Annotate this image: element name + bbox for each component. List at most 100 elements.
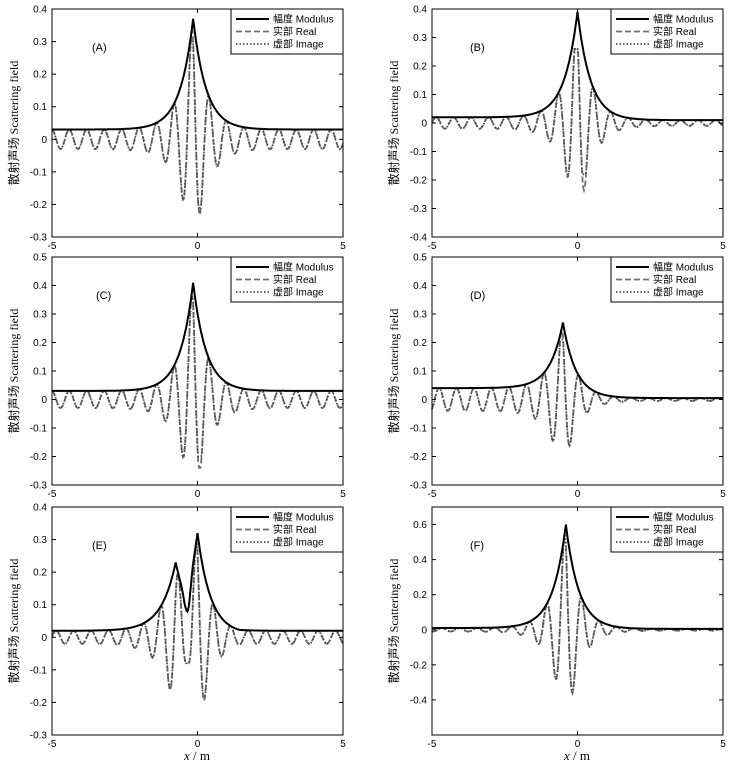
y-tick-label: -0.3	[30, 233, 48, 244]
x-axis-label: x / m	[183, 748, 210, 763]
panel-label: (B)	[470, 42, 485, 54]
y-axis-label: 散射声场 Scattering field	[6, 559, 21, 684]
legend-label-imag: 虚部 Image	[273, 286, 324, 299]
y-tick-label: -0.2	[410, 176, 428, 187]
series-imag-line	[51, 40, 344, 209]
y-axis-label: 散射声场 Scattering field	[386, 309, 401, 434]
series-modulus-line	[52, 532, 343, 632]
y-tick-label: 0.5	[33, 253, 47, 264]
legend-label-modulus: 幅度 Modulus	[273, 511, 334, 524]
legend-label-real: 实部 Real	[653, 25, 696, 38]
y-tick-label: 0.3	[413, 310, 427, 321]
y-tick-label: 0.3	[33, 535, 47, 546]
y-tick-label: 0.2	[413, 62, 427, 73]
x-tick-label: 5	[340, 739, 346, 750]
y-axis-label: 散射声场 Scattering field	[386, 559, 401, 684]
panel-c: -0.3 -0.2 -0.1 0 0.1 0.2 0.3 0.4 0.5 -5 0 5 散射声场 Sca…	[6, 253, 346, 501]
x-tick-label: 5	[720, 241, 726, 252]
legend-label-modulus: 幅度 Modulus	[273, 13, 334, 26]
y-tick-label: -0.2	[30, 452, 48, 463]
series-imag-line	[431, 48, 724, 176]
legend-label-real: 实部 Real	[273, 25, 316, 38]
y-tick-label: 0.2	[33, 70, 47, 81]
panel-d: -0.3 -0.2 -0.1 0 0.1 0.2 0.3 0.4 0.5 -5 0 5 散射声场 Sca…	[386, 253, 726, 501]
x-tick-label: -5	[428, 241, 437, 252]
y-tick-label: 0	[421, 119, 427, 130]
y-tick-label: 0	[41, 633, 47, 644]
y-tick-label: 0.4	[33, 5, 47, 16]
y-tick-label: 0.2	[33, 338, 47, 349]
y-tick-label: 0.1	[33, 102, 47, 113]
y-tick-label: -0.3	[410, 481, 428, 492]
x-tick-label: 0	[195, 241, 201, 252]
y-tick-label: 0.1	[33, 600, 47, 611]
y-tick-label: 0	[41, 135, 47, 146]
legend-box	[230, 256, 344, 303]
y-tick-label: -0.3	[30, 731, 48, 742]
x-tick-label: 5	[720, 739, 726, 750]
panel-e: -0.3 -0.2 -0.1 0 0.1 0.2 0.3 0.4 -5 0 5 散射声场 Scatte…	[6, 503, 346, 751]
panel-f: -0.4 -0.2 0 0.2 0.4 0.6 -5 0 5 散射声场 Scattering fi…	[386, 506, 726, 750]
y-tick-label: -0.2	[30, 200, 48, 211]
legend-label-imag: 虚部 Image	[653, 286, 704, 299]
y-tick-label: 0.4	[33, 281, 47, 292]
x-axis-label: x / m	[563, 748, 590, 763]
y-tick-label: -0.1	[30, 167, 48, 178]
x-tick-label: 5	[340, 489, 346, 500]
y-tick-label: -0.1	[30, 665, 48, 676]
legend-label-imag: 虚部 Image	[653, 38, 704, 51]
panel-label: (F)	[470, 540, 484, 552]
legend-label-modulus: 幅度 Modulus	[273, 261, 334, 274]
y-tick-label: -0.3	[30, 481, 48, 492]
y-tick-label: 0.1	[413, 90, 427, 101]
y-tick-label: -0.2	[30, 698, 48, 709]
panel-label: (A)	[92, 42, 107, 54]
y-axis-label: 散射声场 Scattering field	[386, 61, 401, 186]
legend-label-modulus: 幅度 Modulus	[653, 511, 714, 524]
series-modulus-line	[432, 524, 723, 630]
x-tick-label: 0	[575, 739, 581, 750]
y-tick-label: 0	[41, 395, 47, 406]
y-tick-label: -0.4	[410, 233, 428, 244]
x-tick-label: -5	[428, 739, 437, 750]
legend-label-real: 实部 Real	[273, 523, 316, 536]
series-real-line	[51, 542, 344, 704]
y-axis-label: 散射声场 Scattering field	[6, 309, 21, 434]
x-tick-label: 0	[195, 489, 201, 500]
panel-a: -0.3 -0.2 -0.1 0 0.1 0.2 0.3 0.4 -5 0 5 散射声场 Scatte…	[6, 5, 346, 253]
legend-box	[610, 506, 724, 553]
y-tick-label: 0.3	[33, 37, 47, 48]
legend-label-imag: 虚部 Image	[273, 38, 324, 51]
y-tick-label: 0.4	[413, 5, 427, 16]
y-tick-label: 0.6	[413, 520, 427, 531]
legend-label-imag: 虚部 Image	[273, 536, 324, 549]
y-tick-label: 0.4	[413, 281, 427, 292]
panel-b: -0.4 -0.3 -0.2 -0.1 0 0.1 0.2 0.3 0.4 -5 0 5 散射声场 Sc…	[386, 5, 726, 253]
x-tick-label: -5	[48, 739, 57, 750]
x-tick-label: 5	[720, 489, 726, 500]
series-modulus-line	[52, 18, 343, 131]
y-tick-label: -0.1	[30, 424, 48, 435]
series-imag-line	[431, 534, 724, 696]
x-tick-label: -5	[48, 241, 57, 252]
legend-box	[230, 506, 344, 553]
y-tick-label: 0.1	[413, 367, 427, 378]
y-tick-label: 0.2	[413, 590, 427, 601]
y-tick-label: 0.1	[33, 367, 47, 378]
y-tick-label: 0	[421, 625, 427, 636]
y-tick-label: 0	[421, 395, 427, 406]
y-axis-label: 散射声场 Scattering field	[6, 61, 21, 186]
legend-label-real: 实部 Real	[273, 273, 316, 286]
legend-label-modulus: 幅度 Modulus	[653, 13, 714, 26]
series-real-line	[431, 48, 724, 194]
y-tick-label: -0.4	[410, 695, 428, 706]
panel-label: (D)	[470, 290, 485, 302]
series-imag-line	[51, 296, 344, 458]
y-tick-label: -0.3	[410, 204, 428, 215]
series-modulus-line	[432, 322, 723, 400]
